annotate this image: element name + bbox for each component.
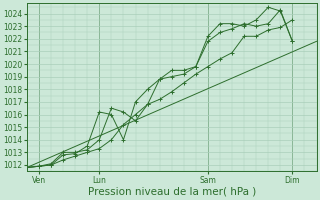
X-axis label: Pression niveau de la mer( hPa ): Pression niveau de la mer( hPa ) (88, 187, 256, 197)
